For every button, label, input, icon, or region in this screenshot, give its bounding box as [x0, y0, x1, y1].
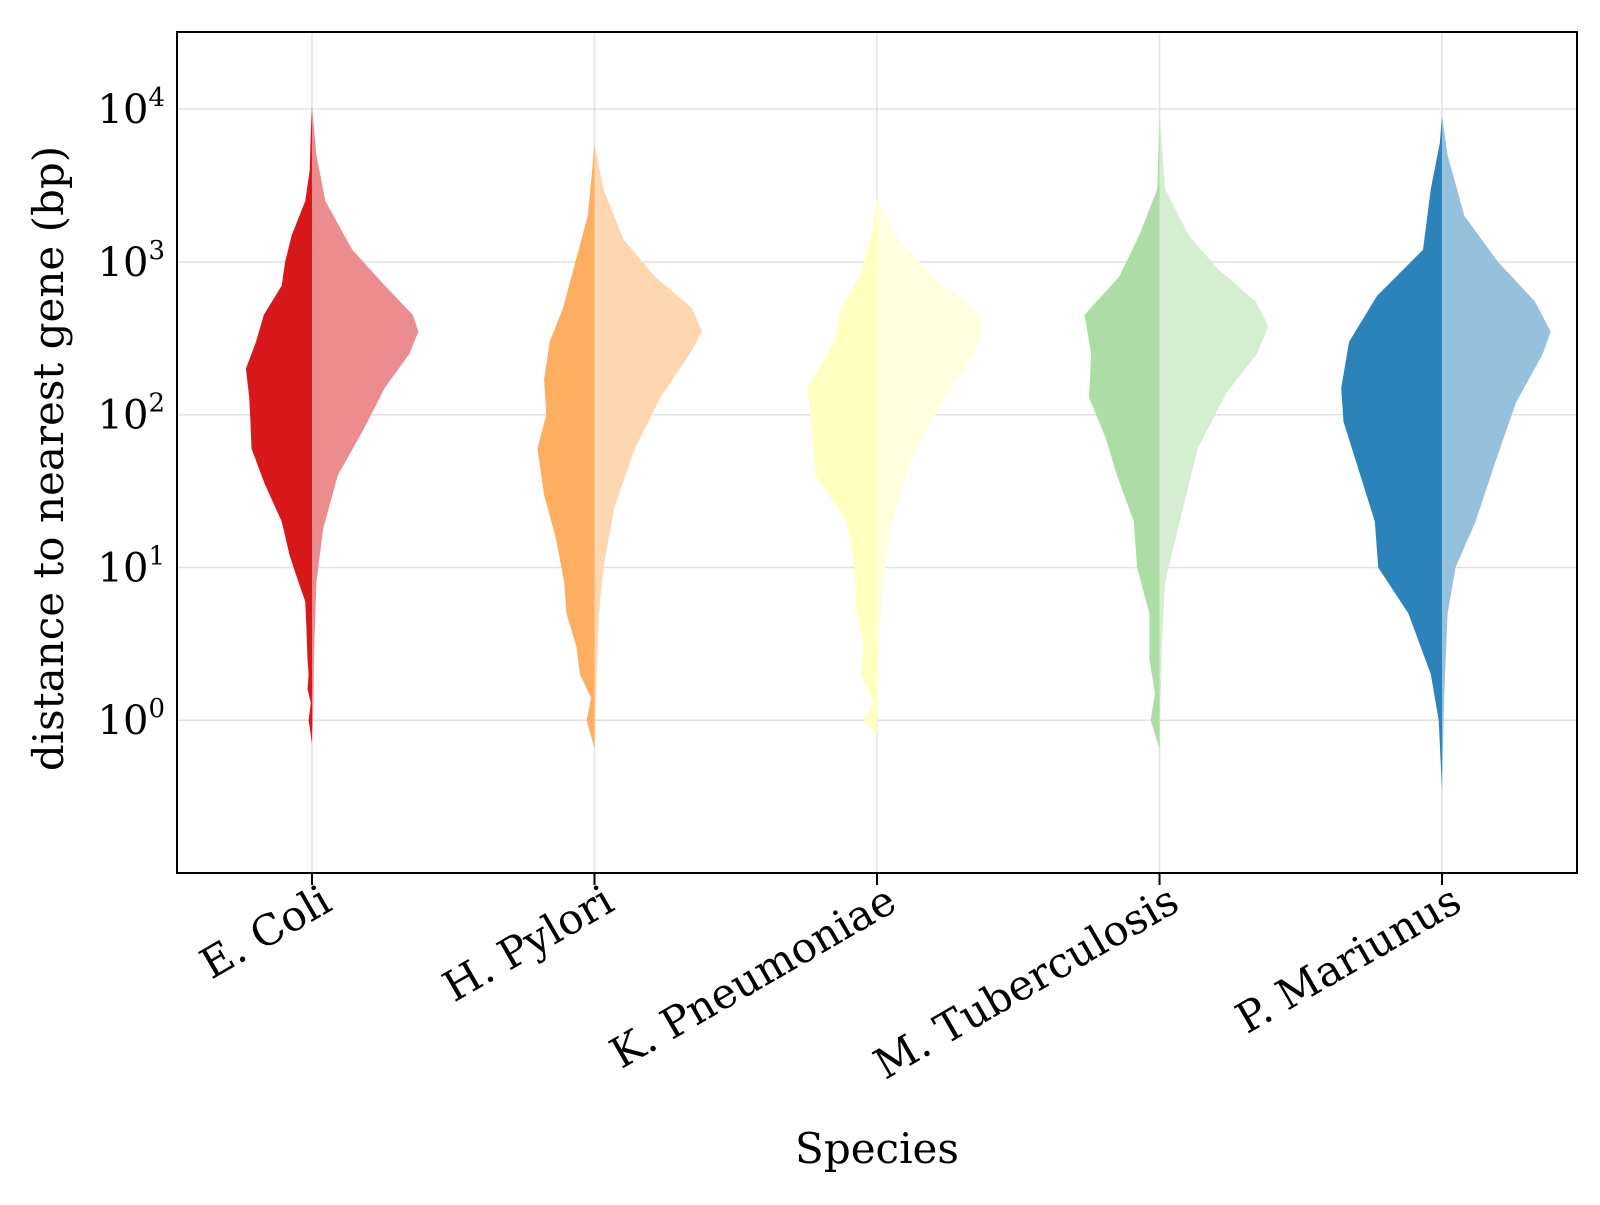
violin-right-half [594, 143, 702, 749]
x-axis-title: Species [795, 1124, 959, 1173]
y-tick-exponent: 3 [148, 236, 165, 266]
y-tick-base: 10 [98, 698, 149, 744]
violin-left-half [1084, 112, 1160, 749]
violin-left-half [245, 105, 312, 744]
y-tick-label: 102 [98, 389, 165, 439]
tick-layer [310, 873, 1444, 885]
y-tick-base: 10 [98, 545, 149, 591]
y-tick-label: 101 [98, 541, 165, 591]
violin-left-half [1341, 116, 1442, 790]
y-tick-exponent: 0 [148, 694, 165, 724]
y-tick-label: 103 [98, 236, 165, 286]
y-tick-exponent: 1 [148, 541, 165, 571]
y-tick-base: 10 [98, 393, 149, 439]
y-tick-label: 104 [98, 83, 165, 133]
y-tick-label: 100 [98, 694, 165, 744]
y-tick-base: 10 [98, 240, 149, 286]
violin-layer [245, 105, 1551, 790]
y-axis-title: distance to nearest gene (bp) [24, 146, 73, 771]
violin-left-half [537, 143, 595, 749]
violin-left-half [807, 198, 877, 735]
violin-right-half [312, 105, 419, 744]
y-tick-exponent: 4 [148, 83, 165, 113]
y-tick-base: 10 [98, 87, 149, 133]
violin-right-half [877, 198, 984, 735]
y-tick-exponent: 2 [148, 389, 165, 419]
violin-right-half [1442, 116, 1551, 790]
violin-right-half [1159, 112, 1269, 749]
